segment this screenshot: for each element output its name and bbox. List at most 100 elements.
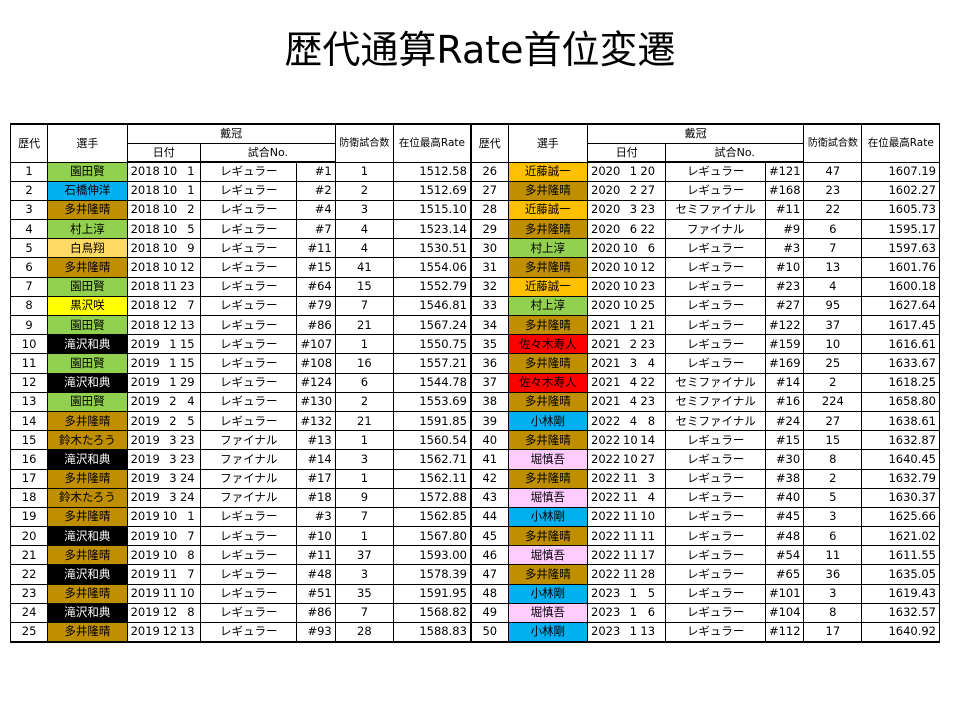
player-cell: 多井隆晴	[507, 219, 589, 240]
date-year: 2022	[591, 509, 621, 524]
date-day: 4	[647, 355, 656, 370]
date-month: 12	[162, 317, 178, 332]
date-year: 2020	[591, 183, 621, 198]
player-cell: 多井隆晴	[47, 583, 128, 604]
match-type-cell: レギュラー	[199, 621, 298, 643]
player-cell: 白鳥翔	[47, 238, 128, 259]
match-type-cell: セミファイナル	[665, 391, 766, 412]
era-cell: 27	[469, 180, 509, 201]
date-month: 10	[623, 279, 638, 294]
date-cell: 2019 3 23	[126, 449, 201, 470]
max-rate-cell: 1544.78	[393, 372, 472, 393]
title-history-table: 歴代 選手 戴冠 防衛試合数 在位最高Rate 歴代 選手 戴冠 防衛試合数 在…	[9, 123, 940, 643]
date-month: 10	[623, 432, 638, 447]
era-cell: 47	[469, 564, 509, 585]
date-month: 12	[162, 624, 178, 639]
defenses-cell: 3	[334, 199, 395, 221]
era-cell: 43	[469, 487, 509, 508]
table-row: 5 白鳥翔 2018 10 9 レギュラー #11 4 1530.51 30 村上淳 2020 10 6 レ…	[9, 238, 940, 259]
defenses-cell: 13	[803, 257, 863, 278]
max-rate-cell: 1617.45	[861, 314, 940, 336]
player-cell: 多井隆晴	[47, 410, 128, 432]
defenses-cell: 16	[334, 353, 395, 374]
date-day: 8	[187, 605, 195, 620]
player-cell: 多井隆晴	[507, 314, 589, 336]
date-month: 1	[169, 336, 177, 351]
date-year: 2020	[591, 221, 621, 236]
date-cell: 2019 1 15	[126, 353, 201, 374]
era-cell: 38	[469, 391, 509, 412]
date-month: 4	[629, 375, 638, 390]
date-year: 2018	[130, 164, 160, 179]
date-cell: 2021 4 22	[587, 372, 667, 393]
date-cell: 2021 2 23	[587, 334, 667, 355]
date-month: 11	[623, 547, 638, 562]
match-type-cell: レギュラー	[665, 583, 766, 604]
max-rate-cell: 1605.73	[861, 199, 940, 221]
max-rate-cell: 1568.82	[393, 602, 472, 624]
era-cell: 10	[9, 334, 49, 355]
date-month: 3	[169, 490, 177, 505]
date-cell: 2020 10 12	[587, 257, 667, 278]
date-year: 2020	[591, 164, 621, 179]
date-month: 10	[162, 509, 178, 524]
defenses-cell: 5	[803, 487, 863, 508]
match-type-cell: レギュラー	[665, 430, 766, 451]
match-type-cell: ファイナル	[665, 219, 766, 240]
era-cell: 4	[9, 219, 49, 240]
date-year: 2019	[130, 624, 160, 639]
defenses-cell: 17	[803, 621, 863, 643]
player-cell: 多井隆晴	[507, 180, 589, 201]
defenses-cell: 15	[334, 276, 395, 297]
date-day: 23	[640, 279, 656, 294]
date-day: 5	[187, 413, 195, 428]
era-cell: 5	[9, 238, 49, 259]
era-cell: 49	[469, 602, 509, 624]
match-no-cell: #112	[764, 621, 805, 643]
max-rate-cell: 1607.19	[861, 161, 940, 182]
match-type-cell: レギュラー	[665, 180, 766, 201]
max-rate-cell: 1635.05	[861, 564, 940, 585]
player-cell: 多井隆晴	[47, 199, 128, 221]
defenses-cell: 1	[334, 430, 395, 451]
match-no-cell: #10	[296, 526, 336, 547]
date-month: 3	[169, 451, 177, 466]
player-cell: 園田賢	[47, 353, 128, 374]
era-cell: 23	[9, 583, 49, 604]
match-no-cell: #11	[296, 238, 336, 259]
date-year: 2021	[591, 394, 621, 409]
date-year: 2018	[130, 202, 160, 217]
max-rate-cell: 1591.85	[393, 410, 472, 432]
date-month: 10	[162, 202, 178, 217]
date-cell: 2022 11 28	[587, 564, 667, 585]
date-month: 11	[162, 279, 178, 294]
date-month: 1	[629, 164, 638, 179]
max-rate-cell: 1611.55	[861, 545, 940, 566]
era-cell: 31	[469, 257, 509, 278]
date-day: 23	[179, 432, 195, 447]
defenses-cell: 37	[803, 314, 863, 336]
date-day: 23	[179, 451, 195, 466]
match-no-cell: #24	[764, 410, 805, 432]
era-cell: 16	[9, 449, 49, 470]
date-year: 2022	[591, 451, 621, 466]
player-cell: 黒沢咲	[47, 295, 128, 317]
player-cell: 小林剛	[507, 621, 589, 643]
match-no-cell: #1	[296, 161, 336, 182]
date-cell: 2022 11 11	[587, 526, 667, 547]
era-cell: 48	[469, 583, 509, 604]
date-cell: 2019 11 10	[126, 583, 201, 604]
date-cell: 2020 1 20	[587, 161, 667, 182]
date-year: 2021	[591, 355, 621, 370]
player-cell: 園田賢	[47, 161, 128, 182]
era-cell: 13	[9, 391, 49, 412]
max-rate-cell: 1638.61	[861, 410, 940, 432]
max-rate-cell: 1595.17	[861, 219, 940, 240]
match-type-cell: レギュラー	[665, 621, 766, 643]
defenses-cell: 95	[803, 295, 863, 317]
page-title: 歴代通算Rate首位変遷	[284, 28, 676, 72]
match-no-cell: #104	[764, 602, 805, 624]
max-rate-cell: 1632.79	[861, 468, 940, 489]
date-day: 13	[179, 624, 195, 639]
match-no-cell: #7	[296, 219, 336, 240]
